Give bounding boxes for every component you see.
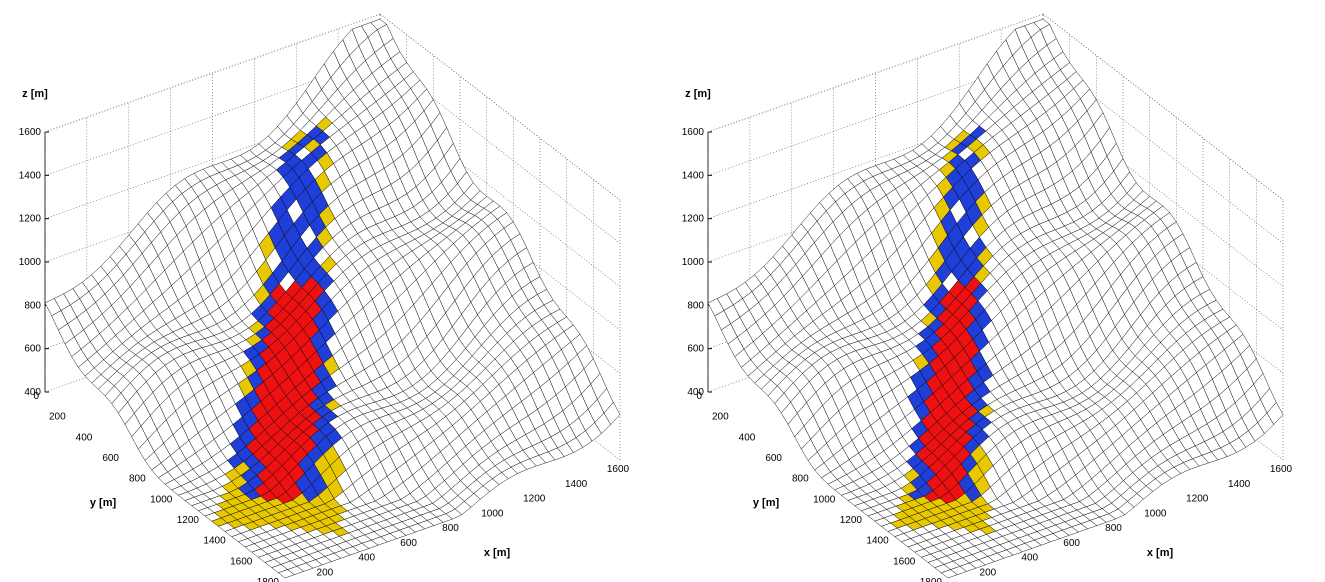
x-tick-label: 1600 — [607, 464, 630, 475]
y-tick-label: 800 — [129, 474, 146, 485]
z-tick-label: 800 — [687, 300, 704, 311]
y-tick-label: 600 — [765, 453, 782, 464]
y-tick-label: 600 — [102, 453, 119, 464]
z-tick-label: 1200 — [682, 214, 705, 225]
y-axis-label: y [m] — [753, 497, 780, 509]
z-tick-label: 1400 — [682, 170, 705, 181]
z-tick-label: 1600 — [19, 127, 42, 138]
z-tick-label: 600 — [24, 344, 41, 355]
x-tick-label: 600 — [400, 538, 417, 549]
x-tick-label: 600 — [1063, 538, 1080, 549]
y-tick-label: 1800 — [920, 577, 943, 582]
x-tick-label: 1400 — [1228, 479, 1251, 490]
y-tick-label: 1200 — [840, 515, 863, 526]
y-tick-label: 400 — [739, 432, 756, 443]
z-tick-label: 600 — [687, 344, 704, 355]
z-tick-label: 800 — [24, 300, 41, 311]
x-tick-label: 200 — [317, 567, 334, 578]
x-axis-label: x [m] — [1147, 547, 1174, 559]
y-tick-label: 1000 — [150, 494, 173, 505]
x-tick-label: 1200 — [523, 494, 546, 505]
x-tick-label: 200 — [980, 567, 997, 578]
y-axis-label: y [m] — [90, 497, 117, 509]
x-tick-label: 800 — [442, 523, 459, 534]
y-tick-label: 200 — [712, 412, 729, 423]
y-tick-label: 1600 — [893, 556, 916, 567]
x-tick-label: 1000 — [481, 508, 504, 519]
x-tick-label: 1000 — [1144, 508, 1167, 519]
z-tick-label: 1400 — [19, 170, 42, 181]
y-tick-label: 800 — [792, 474, 809, 485]
y-tick-label: 400 — [76, 432, 93, 443]
y-tick-label: 1800 — [257, 577, 280, 582]
z-tick-label: 1600 — [682, 127, 705, 138]
z-tick-label: 1000 — [682, 257, 705, 268]
z-axis-label: z [m] — [685, 88, 711, 100]
panel-right: 4006008001000120014001600020040060080010… — [682, 14, 1293, 582]
y-tick-label: 1400 — [866, 536, 889, 547]
x-axis-label: x [m] — [484, 547, 511, 559]
y-tick-label: 0 — [33, 391, 39, 402]
x-tick-label: 400 — [1021, 553, 1038, 564]
z-tick-label: 1200 — [19, 214, 42, 225]
x-tick-label: 1600 — [1270, 464, 1293, 475]
x-tick-label: 400 — [358, 553, 375, 564]
y-tick-label: 0 — [696, 391, 702, 402]
y-tick-label: 200 — [49, 412, 66, 423]
z-tick-label: 1000 — [19, 257, 42, 268]
x-tick-label: 1200 — [1186, 494, 1209, 505]
y-tick-label: 1400 — [203, 536, 226, 547]
z-axis-label: z [m] — [22, 88, 48, 100]
x-tick-label: 800 — [1105, 523, 1122, 534]
y-tick-label: 1200 — [177, 515, 200, 526]
x-tick-label: 1400 — [565, 479, 588, 490]
y-tick-label: 1600 — [230, 556, 253, 567]
panel-left: 4006008001000120014001600020040060080010… — [19, 14, 630, 582]
figure: 4006008001000120014001600020040060080010… — [0, 0, 1325, 582]
y-tick-label: 1000 — [813, 494, 836, 505]
